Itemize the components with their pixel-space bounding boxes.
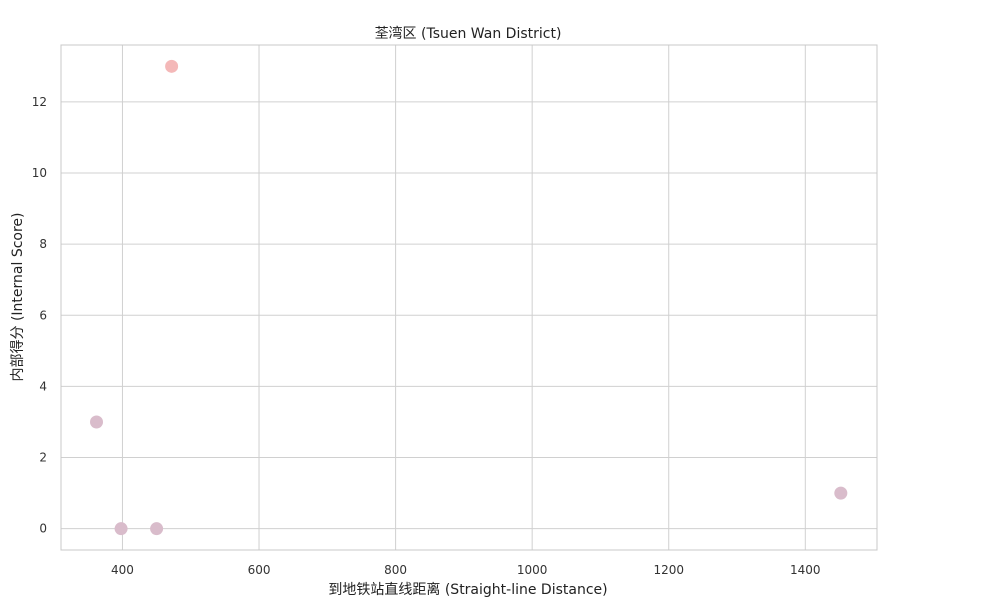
x-tick-label: 1200 [653,563,684,577]
grid-lines [61,45,877,550]
scatter-point [165,59,179,73]
y-tick-label: 8 [39,237,47,251]
x-tick-label: 600 [248,563,271,577]
scatter-point [834,486,848,500]
x-tick-label: 800 [384,563,407,577]
y-tick-label: 0 [39,522,47,536]
x-tick-label: 1000 [517,563,548,577]
y-axis-title: 内部得分 (Internal Score) [9,213,26,382]
x-tick-label: 1400 [790,563,821,577]
y-tick-label: 6 [39,308,47,322]
x-tick-label: 400 [111,563,134,577]
plot-frame [60,44,878,551]
y-tick-label: 2 [39,451,47,465]
y-tick-label: 10 [32,166,47,180]
y-tick-label: 4 [39,379,47,393]
x-axis-title: 到地铁站直线距离 (Straight-line Distance) [328,581,607,598]
scatter-point [114,522,128,536]
chart-title: 荃湾区 (Tsuen Wan District) [375,25,562,42]
y-tick-label: 12 [32,95,47,109]
tick-labels: 400 600 800 1000 1200 1400 0 2 4 6 8 10 12 [32,95,821,577]
data-points [90,59,848,536]
scatter-point [150,522,164,536]
scatter-point [90,415,104,429]
